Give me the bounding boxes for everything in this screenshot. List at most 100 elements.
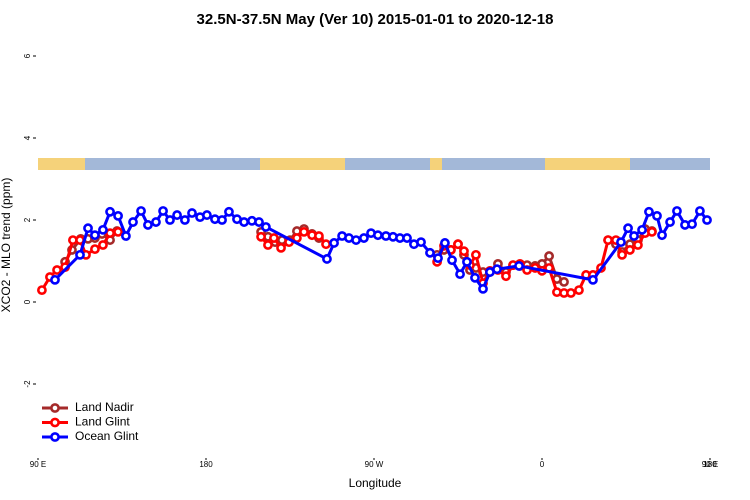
data-point (269, 233, 279, 243)
data-point (462, 256, 472, 267)
data-point (321, 239, 331, 250)
data-point (644, 206, 654, 217)
data-point (687, 219, 697, 229)
data-point (702, 215, 712, 225)
data-point (113, 226, 123, 237)
x-tick-label: 90 W (365, 460, 384, 469)
data-point (637, 224, 647, 235)
land-band (38, 158, 85, 170)
chart-title: 32.5N-37.5N May (Ver 10) 2015-01-01 to 2… (197, 11, 554, 28)
data-point (113, 210, 123, 221)
data-point (121, 231, 131, 241)
data-point (603, 235, 613, 245)
legend-label: Ocean Glint (75, 429, 139, 443)
data-point (256, 231, 266, 242)
x-tick-label: 180 (703, 460, 717, 469)
legend-marker (50, 417, 60, 428)
data-point (625, 245, 635, 255)
y-axis-label: XCO2 - MLO trend (ppm) (0, 178, 13, 313)
data-point (514, 261, 524, 271)
data-point (187, 208, 197, 218)
data-point (492, 264, 502, 275)
data-point (672, 206, 682, 216)
data-point (276, 242, 286, 253)
data-point (224, 206, 234, 217)
data-point (172, 210, 182, 220)
data-point (501, 271, 511, 282)
data-point (165, 215, 175, 225)
data-point (617, 249, 627, 260)
data-point (544, 251, 554, 261)
data-point (263, 240, 273, 250)
data-point (50, 274, 60, 285)
data-point (453, 239, 463, 250)
data-point (37, 285, 47, 296)
land-ocean-strip (38, 158, 710, 170)
data-point (459, 246, 469, 257)
data-point (136, 206, 146, 216)
data-point (322, 254, 332, 264)
data-point (351, 235, 361, 245)
data-point (440, 238, 450, 248)
x-tick-label: 0 (540, 460, 545, 469)
data-point (665, 217, 675, 227)
y-tick-label: 2 (23, 217, 32, 222)
data-point (98, 240, 108, 250)
data-point (616, 237, 626, 248)
data-point (623, 223, 633, 234)
data-point (574, 285, 584, 296)
data-point (75, 249, 85, 260)
data-point (588, 274, 598, 285)
data-point (299, 226, 309, 237)
land-band (260, 158, 345, 170)
y-tick-label: 6 (23, 53, 32, 58)
x-tick-label: 90 E (30, 460, 46, 469)
data-point (105, 206, 115, 217)
data-point (143, 220, 153, 230)
data-point (151, 217, 161, 227)
data-point (470, 272, 480, 283)
data-point (329, 238, 339, 248)
y-tick-label: 0 (23, 299, 32, 304)
x-axis-label: Longitude (349, 476, 402, 490)
data-point (447, 255, 457, 266)
legend-label: Land Nadir (75, 400, 134, 414)
data-point (402, 233, 412, 243)
data-point (647, 226, 657, 237)
data-point (239, 217, 249, 227)
y-tick-label: -2 (23, 380, 32, 388)
data-point (433, 253, 443, 264)
land-band (430, 158, 442, 170)
data-point (314, 231, 324, 241)
data-point (217, 215, 227, 225)
data-point (478, 283, 488, 294)
data-point (559, 277, 569, 287)
data-point (455, 269, 465, 280)
data-point (416, 237, 426, 248)
legend-marker (50, 432, 60, 442)
data-point (90, 230, 100, 241)
legend-marker (50, 403, 60, 413)
data-point (128, 217, 138, 227)
data-point (180, 215, 190, 225)
data-point (566, 288, 576, 298)
data-point (629, 231, 639, 241)
data-point (261, 222, 271, 232)
data-point (202, 210, 212, 220)
data-point (471, 249, 481, 260)
data-point (254, 217, 264, 227)
legend-label: Land Glint (75, 415, 130, 429)
data-point (90, 244, 100, 255)
data-point (425, 247, 435, 258)
data-point (359, 233, 369, 243)
data-point (52, 265, 62, 275)
data-point (373, 230, 383, 241)
x-tick-label: 90 E (702, 460, 718, 469)
land-band (545, 158, 630, 170)
data-point (652, 210, 662, 221)
data-point (98, 224, 108, 235)
ocean-band (38, 158, 710, 170)
data-point (158, 206, 168, 216)
y-tick-label: 4 (23, 135, 32, 140)
